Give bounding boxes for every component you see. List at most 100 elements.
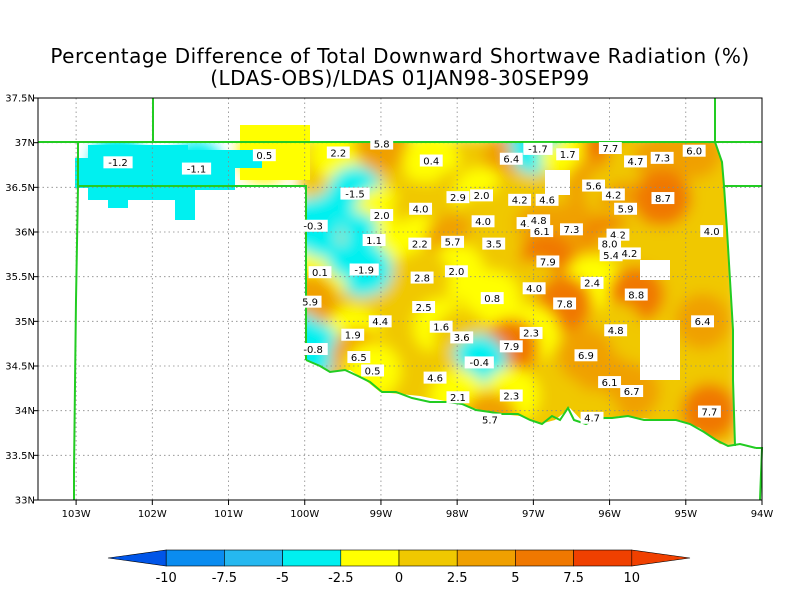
state-borders	[38, 98, 764, 501]
station-label-bg	[598, 237, 622, 250]
x-tick-label: 98W	[446, 509, 469, 520]
station-value: 6.9	[578, 351, 594, 362]
station-label-bg	[444, 265, 468, 278]
station-value: 4.8	[608, 326, 624, 337]
station-label-bg	[408, 237, 432, 250]
colorbar-segment	[282, 549, 342, 567]
station-value: 3.5	[486, 239, 502, 250]
station-label-bg	[519, 326, 543, 339]
station-label-bg	[298, 219, 328, 232]
station-value: 6.1	[602, 378, 618, 389]
station-value: 4.0	[413, 205, 429, 216]
station-label-bg	[478, 413, 502, 426]
station-label-bg	[691, 315, 715, 328]
x-tick-label: 97W	[522, 509, 545, 520]
station-value: 5.7	[445, 238, 461, 249]
station-value: 7.8	[557, 299, 573, 310]
station-label-bg	[617, 247, 641, 260]
station-label-bg	[409, 202, 433, 215]
station-value: 4.7	[584, 414, 600, 425]
y-tick-label: 36N	[15, 228, 35, 239]
station-value: -1.9	[354, 265, 374, 276]
station-value-labels: -1.2 -1.1 0.5 2.2 5.8 0.4 6.4 -1.7 1.7 7.7 4.7 7.3 6…	[103, 137, 724, 426]
station-value: 2.9	[450, 193, 466, 204]
station-label-bg	[620, 385, 644, 398]
colorbar-segment	[515, 549, 574, 567]
station-value: 7.9	[540, 257, 556, 268]
colorbar-label: -5	[276, 571, 289, 586]
x-tick-label: 102W	[138, 509, 167, 520]
station-value: 2.4	[584, 279, 600, 290]
station-label-bg	[429, 320, 453, 333]
colorbar-segment	[165, 549, 225, 567]
station-label-bg	[582, 179, 606, 192]
station-label-bg	[599, 249, 623, 262]
y-tick-label: 35.5N	[5, 272, 35, 283]
station-label-bg	[508, 193, 532, 206]
colorbar-label: 7.5	[563, 571, 584, 586]
station-label-bg	[499, 389, 523, 402]
station-label-bg	[580, 276, 604, 289]
latitude-axis: 37.5N 37N 36.5N 36N 35.5N 35N 34.5N 34N 33.5N 33N	[5, 94, 38, 507]
station-value: -1.7	[528, 145, 548, 156]
y-tick-label: 36.5N	[5, 183, 35, 194]
station-label-bg	[560, 223, 583, 236]
station-label-bg	[349, 263, 379, 276]
station-value: 7.7	[602, 144, 618, 155]
station-value: 4.0	[704, 227, 720, 238]
colorbar: -10 -7.5 -5 -2.5 0 2.5 5 7.5 10	[107, 549, 691, 586]
station-value: 1.1	[366, 236, 382, 247]
station-label-bg	[580, 411, 604, 424]
station-label-bg	[341, 328, 365, 341]
station-value: 4.6	[539, 196, 555, 207]
station-value: 6.1	[534, 227, 550, 238]
station-value: -0.8	[303, 345, 323, 356]
station-value: 6.4	[503, 155, 519, 166]
y-tick-label: 37N	[15, 138, 35, 149]
colorbar-segment	[340, 549, 400, 567]
station-label-bg	[553, 297, 577, 310]
station-value: 2.3	[503, 391, 519, 402]
station-label-bg	[370, 209, 394, 222]
colorbar-label: 10	[624, 571, 641, 586]
station-label-bg	[252, 149, 276, 162]
y-tick-label: 34.5N	[5, 362, 35, 373]
station-value: 2.2	[412, 239, 428, 250]
station-label-bg	[536, 255, 560, 268]
colorbar-segment	[573, 549, 633, 567]
station-value: 5.6	[586, 181, 602, 192]
station-label-bg	[601, 188, 625, 201]
station-label-bg	[298, 295, 322, 308]
station-label-bg	[499, 152, 523, 165]
station-value: 4.4	[372, 317, 388, 328]
station-value: 1.7	[560, 150, 576, 161]
station-label-bg	[598, 376, 622, 389]
station-value: 4.7	[628, 157, 644, 168]
map-frame	[37, 97, 763, 501]
colorbar-label: 5	[511, 571, 519, 586]
station-value: 7.9	[503, 342, 519, 353]
station-value: 3.6	[454, 333, 470, 344]
station-value: 0.5	[365, 366, 381, 377]
station-value: 2.1	[450, 393, 466, 404]
x-tick-label: 94W	[751, 509, 774, 520]
station-value: 0.1	[312, 268, 328, 279]
station-value: 5.4	[603, 251, 619, 262]
station-label-bg	[523, 142, 553, 155]
colorbar-segment	[456, 549, 516, 567]
station-label-bg	[535, 193, 559, 206]
station-value: 2.3	[523, 329, 539, 340]
station-label-bg	[326, 146, 350, 159]
station-value: 5.9	[302, 297, 318, 308]
colorbar-segment	[107, 549, 167, 567]
station-value: 2.8	[414, 273, 430, 284]
station-label-bg	[471, 215, 495, 228]
station-value: 2.2	[330, 148, 346, 159]
station-value: 8.7	[655, 194, 671, 205]
station-value: 2.0	[448, 267, 464, 278]
map-subtitle: (LDAS-OBS)/LDAS 01JAN98-30SEP99	[210, 66, 590, 90]
station-label-bg	[614, 202, 638, 215]
station-label-bg	[347, 351, 371, 364]
x-tick-label: 103W	[62, 509, 91, 520]
